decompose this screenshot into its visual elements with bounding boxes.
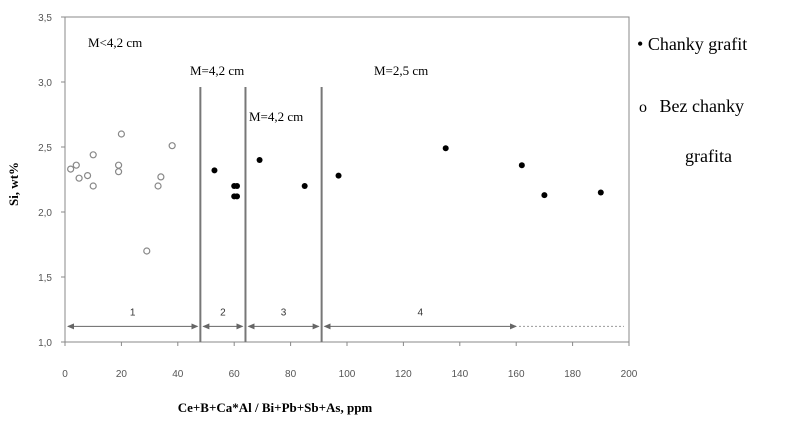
data-point-bez-chanky — [157, 173, 165, 181]
data-point-bez-chanky — [89, 151, 97, 159]
data-point-bez-chanky — [114, 168, 123, 176]
region-label: M=4,2 cm — [249, 109, 303, 124]
y-tick-label: 1,0 — [38, 338, 52, 349]
legend-open-label-line1: Bez chanky — [659, 96, 744, 116]
x-tick-label: 60 — [229, 369, 241, 380]
x-tick-label: 160 — [508, 369, 525, 380]
data-point-chanky — [518, 162, 525, 169]
y-tick-label: 3,5 — [38, 13, 52, 24]
data-point-chanky — [597, 189, 604, 196]
data-point-bez-chanky — [83, 172, 92, 180]
legend-item-open: o Bez chanky — [639, 96, 744, 117]
data-point-bez-chanky — [75, 174, 83, 182]
legend-open-label-line2-wrap: grafita — [685, 146, 732, 167]
legend-filled-symbol: • — [637, 34, 644, 54]
x-tick-label: 200 — [621, 369, 638, 380]
zone-number-label: 1 — [130, 307, 136, 318]
x-tick-label: 100 — [339, 369, 356, 380]
legend-open-symbol: o — [639, 99, 647, 116]
x-tick-label: 140 — [451, 369, 468, 380]
data-point-bez-chanky — [168, 142, 176, 150]
plot-area — [64, 16, 630, 343]
legend-item-filled: • Chanky grafit — [637, 34, 747, 55]
data-point-chanky — [211, 167, 218, 174]
dividers-layer — [199, 87, 323, 342]
y-tick-label: 3,0 — [38, 78, 52, 89]
ticks-layer: 0 20 40 60 80 100 120 140 160 180 200 1,0 1,5 2,0 2,5 3… — [38, 13, 638, 380]
y-tick-label: 2,5 — [38, 143, 52, 154]
data-point-bez-chanky — [114, 161, 123, 169]
zone-number-label: 2 — [220, 307, 226, 318]
region-label: M=2,5 cm — [374, 63, 428, 78]
legend-open-label-line2: grafita — [685, 146, 732, 166]
x-tick-label: 80 — [285, 369, 297, 380]
data-point-bez-chanky — [67, 165, 75, 173]
x-axis-label: Ce+B+Ca*Al / Bi+Pb+Sb+As, ppm — [178, 400, 373, 415]
data-point-chanky — [256, 157, 263, 163]
zone-number-label: 3 — [281, 307, 287, 318]
data-point-chanky — [301, 183, 308, 189]
y-tick-label: 2,0 — [38, 208, 52, 219]
legend-filled-label: Chanky grafit — [647, 34, 748, 54]
data-point-bez-chanky — [154, 182, 162, 190]
x-tick-label: 40 — [172, 369, 184, 380]
region-label: M<4,2 cm — [88, 35, 142, 50]
data-point-bez-chanky — [72, 161, 80, 169]
x-tick-label: 180 — [564, 369, 581, 380]
data-point-bez-chanky — [117, 130, 126, 138]
zone-arrows-layer: 1 2 3 4 — [67, 307, 624, 330]
data-point-bez-chanky — [89, 182, 97, 190]
data-point-chanky — [541, 192, 548, 199]
data-point-chanky — [442, 145, 449, 152]
points-layer — [67, 130, 604, 255]
data-point-chanky — [335, 172, 342, 179]
y-axis-label: Si, wt% — [6, 162, 21, 206]
x-tick-label: 0 — [62, 369, 68, 380]
region-label: M=4,2 cm — [190, 63, 244, 78]
x-tick-label: 20 — [116, 369, 128, 380]
zone-number-label: 4 — [418, 307, 424, 318]
data-point-chanky — [234, 193, 241, 200]
region-labels-layer: M<4,2 cm M=4,2 cm M=4,2 cm M=2,5 cm — [88, 35, 428, 124]
y-tick-label: 1,5 — [38, 273, 52, 284]
data-point-chanky — [234, 183, 241, 189]
x-tick-label: 120 — [395, 369, 412, 380]
data-point-bez-chanky — [143, 247, 151, 255]
